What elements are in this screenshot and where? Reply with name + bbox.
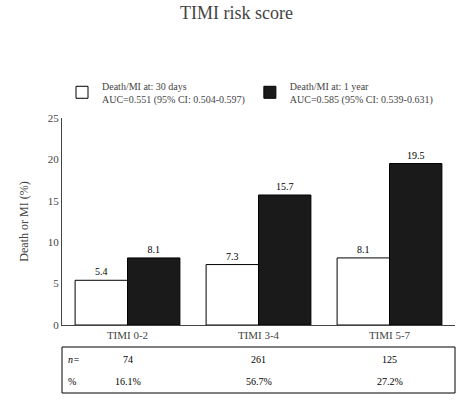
svg-text:16.1%: 16.1% bbox=[115, 376, 141, 387]
svg-text:25: 25 bbox=[48, 112, 60, 124]
svg-text:Death/MI at: 30 daysAUC=0.551: Death/MI at: 30 daysAUC=0.551 (95% CI: 0… bbox=[102, 81, 245, 106]
svg-text:20: 20 bbox=[48, 153, 60, 165]
svg-text:TIMI 3-4: TIMI 3-4 bbox=[238, 329, 280, 341]
svg-text:TIMI 0-2: TIMI 0-2 bbox=[107, 329, 148, 341]
svg-text:74: 74 bbox=[123, 354, 133, 365]
svg-text:15: 15 bbox=[48, 195, 60, 207]
svg-text:8.1: 8.1 bbox=[357, 244, 370, 255]
svg-text:15.7: 15.7 bbox=[276, 181, 294, 192]
svg-text:261: 261 bbox=[251, 354, 266, 365]
svg-text:7.3: 7.3 bbox=[226, 251, 239, 262]
svg-text:Death/MI at: 1 yearAUC=0.585 (: Death/MI at: 1 yearAUC=0.585 (95% CI: 0.… bbox=[290, 81, 433, 106]
svg-text:n=: n= bbox=[68, 354, 80, 365]
svg-text:27.2%: 27.2% bbox=[377, 376, 403, 387]
svg-text:19.5: 19.5 bbox=[407, 150, 425, 161]
svg-text:10: 10 bbox=[48, 236, 60, 248]
svg-text:0: 0 bbox=[53, 319, 59, 331]
svg-text:TIMI risk score: TIMI risk score bbox=[180, 3, 293, 23]
svg-text:5: 5 bbox=[53, 277, 59, 289]
svg-text:8.1: 8.1 bbox=[147, 244, 160, 255]
svg-text:TIMI 5-7: TIMI 5-7 bbox=[369, 329, 411, 341]
svg-text:Death or MI (%): Death or MI (%) bbox=[17, 181, 31, 261]
svg-text:5.4: 5.4 bbox=[95, 266, 108, 277]
svg-text:56.7%: 56.7% bbox=[246, 376, 272, 387]
svg-text:125: 125 bbox=[382, 354, 397, 365]
svg-text:%: % bbox=[68, 376, 76, 387]
